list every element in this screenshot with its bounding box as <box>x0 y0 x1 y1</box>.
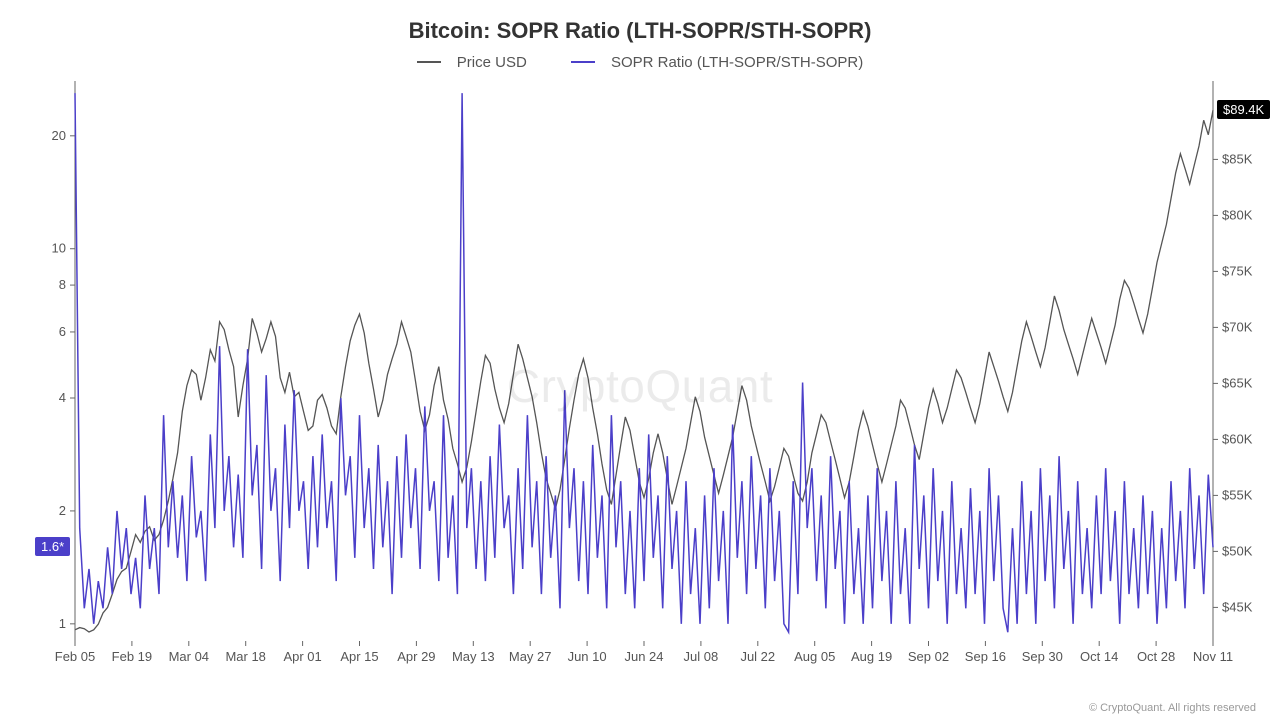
svg-text:4: 4 <box>59 390 66 405</box>
svg-text:$50K: $50K <box>1222 543 1253 558</box>
legend-item-sopr: SOPR Ratio (LTH-SOPR/STH-SOPR) <box>561 54 873 71</box>
svg-text:Aug 05: Aug 05 <box>794 649 835 664</box>
svg-text:Mar 04: Mar 04 <box>169 649 209 664</box>
svg-text:May 27: May 27 <box>509 649 552 664</box>
svg-text:6: 6 <box>59 323 66 338</box>
copyright: © CryptoQuant. All rights reserved <box>1089 702 1256 714</box>
svg-text:1: 1 <box>59 615 66 630</box>
right-value-badge: $89.4K <box>1217 100 1270 119</box>
chart-svg: 1 2 4 6 8 10 20 $45K $50K $55K $60K $65K $70K $75K $80… <box>20 81 1260 691</box>
svg-text:Jun 24: Jun 24 <box>624 649 663 664</box>
legend-label-price: Price USD <box>457 54 527 71</box>
svg-text:Jun 10: Jun 10 <box>568 649 607 664</box>
svg-text:Oct 14: Oct 14 <box>1080 649 1118 664</box>
svg-text:Mar 18: Mar 18 <box>225 649 265 664</box>
svg-text:Aug 19: Aug 19 <box>851 649 892 664</box>
chart-legend: Price USD SOPR Ratio (LTH-SOPR/STH-SOPR) <box>0 50 1280 71</box>
svg-text:8: 8 <box>59 277 66 292</box>
svg-text:Oct 28: Oct 28 <box>1137 649 1175 664</box>
svg-text:Apr 01: Apr 01 <box>283 649 321 664</box>
legend-label-sopr: SOPR Ratio (LTH-SOPR/STH-SOPR) <box>611 54 863 71</box>
svg-text:2: 2 <box>59 502 66 517</box>
svg-text:Nov 11: Nov 11 <box>1193 649 1233 664</box>
svg-text:$75K: $75K <box>1222 263 1253 278</box>
left-value-badge: 1.6* <box>35 537 70 556</box>
svg-text:$80K: $80K <box>1222 207 1253 222</box>
svg-text:$45K: $45K <box>1222 599 1253 614</box>
svg-text:Jul 22: Jul 22 <box>740 649 775 664</box>
chart-area: CryptoQuant 124681020$45K$50K$55K$60K$65… <box>20 81 1260 691</box>
svg-text:10: 10 <box>52 240 66 255</box>
svg-text:$55K: $55K <box>1222 487 1253 502</box>
legend-item-price: Price USD <box>407 54 537 71</box>
svg-text:20: 20 <box>52 127 66 142</box>
svg-text:Sep 30: Sep 30 <box>1022 649 1063 664</box>
svg-text:$85K: $85K <box>1222 151 1253 166</box>
svg-text:Sep 02: Sep 02 <box>908 649 949 664</box>
svg-text:May 13: May 13 <box>452 649 495 664</box>
legend-swatch-price <box>417 61 441 63</box>
svg-text:Apr 15: Apr 15 <box>340 649 378 664</box>
svg-text:$70K: $70K <box>1222 319 1253 334</box>
svg-text:Feb 19: Feb 19 <box>112 649 152 664</box>
chart-title: Bitcoin: SOPR Ratio (LTH-SOPR/STH-SOPR) <box>0 18 1280 44</box>
svg-text:Feb 05: Feb 05 <box>55 649 95 664</box>
svg-text:Sep 16: Sep 16 <box>965 649 1006 664</box>
legend-swatch-sopr <box>571 61 595 63</box>
svg-text:$65K: $65K <box>1222 375 1253 390</box>
svg-text:$60K: $60K <box>1222 431 1253 446</box>
svg-text:Jul 08: Jul 08 <box>684 649 719 664</box>
svg-text:Apr 29: Apr 29 <box>397 649 435 664</box>
